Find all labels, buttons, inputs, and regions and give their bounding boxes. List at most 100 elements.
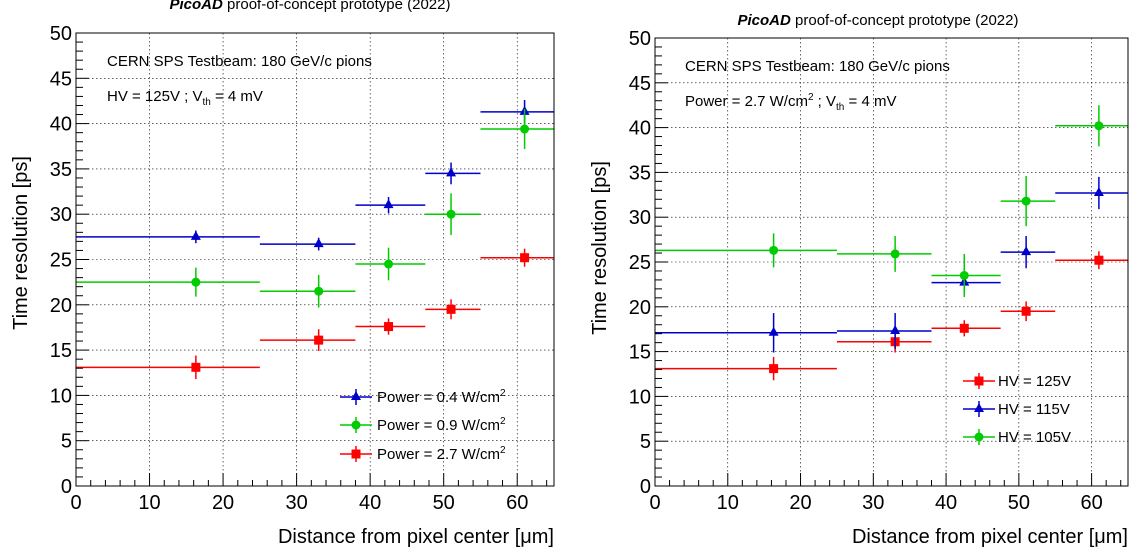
left-legend-square-marker	[351, 449, 361, 459]
right-legend-label-3: HV = 105V	[998, 429, 1071, 446]
right-annotation-vth-sub: th	[836, 102, 844, 113]
left-legend-circle-marker	[351, 420, 361, 430]
right-y-tick-label: 10	[629, 386, 651, 408]
right-annotation-settings: Power = 2.7 W/cm2 ; Vth = 4 mV	[685, 92, 896, 113]
left-title-bold: PicoAD	[170, 0, 224, 13]
right-title-bold: PicoAD	[738, 12, 792, 29]
right-x-tick-label: 20	[789, 492, 811, 514]
left-grid	[76, 33, 554, 486]
left-series-3-point	[384, 322, 394, 332]
left-legend-entry-2: Power = 0.9 W/cm2	[340, 416, 506, 434]
right-legend-circle-marker	[974, 432, 984, 442]
left-x-tick-label: 40	[359, 492, 381, 514]
right-x-tick-labels: 0 10 20 30 40 50 60	[649, 492, 1102, 514]
right-y-tick-label: 40	[629, 118, 651, 140]
right-x-tick-label: 10	[717, 492, 739, 514]
left-series	[76, 100, 554, 380]
left-ticks	[75, 32, 548, 487]
right-legend: HV = 125V HV = 115V HV = 105V	[963, 373, 1071, 446]
left-x-tick-label: 50	[433, 492, 455, 514]
right-series-1-point	[1021, 306, 1031, 316]
right-y-tick-labels: 0 5 10 15 20 25 30 35 40 45 50	[629, 28, 651, 498]
right-x-tick-label: 50	[1008, 492, 1030, 514]
right-y-tick-label: 30	[629, 207, 651, 229]
left-y-tick-label: 40	[50, 114, 72, 136]
left-y-tick-label: 50	[50, 23, 72, 45]
left-y-tick-label: 20	[50, 295, 72, 317]
right-y-tick-label: 15	[629, 342, 651, 364]
right-x-tick-label: 60	[1080, 492, 1102, 514]
left-legend-triangle-marker	[351, 391, 361, 400]
left-x-tick-label: 60	[506, 492, 528, 514]
left-y-axis-title: Time resolution [ps]	[10, 156, 32, 330]
right-series-3-point	[890, 249, 900, 259]
left-legend-label-2: Power = 0.9 W/cm2	[377, 416, 506, 434]
right-legend-triangle-marker	[974, 403, 984, 412]
left-annotation-vth: = 4 mV	[211, 88, 263, 105]
right-ticks	[654, 37, 1122, 487]
right-series-1-point	[1094, 255, 1104, 265]
right-annotation-sep: ; V	[814, 93, 837, 110]
right-title-rest: proof-of-concept prototype (2022)	[791, 12, 1019, 29]
left-annotation-beam: CERN SPS Testbeam: 180 GeV/c pions	[107, 53, 372, 70]
right-grid	[655, 38, 1128, 486]
left-series-2-point	[314, 286, 324, 296]
right-legend-entry-3: HV = 105V	[963, 429, 1071, 446]
left-y-tick-label: 0	[61, 476, 72, 498]
left-x-tick-label: 0	[70, 492, 81, 514]
left-legend-entry-1: Power = 0.4 W/cm2	[340, 388, 506, 406]
right-legend-square-marker	[974, 376, 984, 386]
right-series-2-point	[890, 324, 901, 334]
left-x-tick-label: 10	[138, 492, 160, 514]
left-annotation-vth-sub: th	[202, 97, 210, 108]
right-x-tick-label: 30	[862, 492, 884, 514]
left-series-1-point	[190, 230, 201, 240]
left-y-tick-label: 15	[50, 340, 72, 362]
right-x-tick-label: 40	[935, 492, 957, 514]
right-annotation-power: Power = 2.7 W/cm	[685, 93, 808, 110]
right-y-tick-label: 50	[629, 28, 651, 50]
left-series-1-point	[313, 238, 324, 248]
left-y-tick-labels: 0 5 10 15 20 25 30 35 40 45 50	[50, 23, 72, 498]
right-y-axis-title: Time resolution [ps]	[589, 161, 611, 335]
right-y-tick-label: 45	[629, 73, 651, 95]
left-x-tick-label: 30	[285, 492, 307, 514]
right-y-tick-label: 5	[640, 431, 651, 453]
left-x-tick-labels: 0 10 20 30 40 50 60	[70, 492, 528, 514]
left-series-2-point	[520, 124, 530, 134]
left-series-1-point	[383, 199, 394, 209]
right-x-axis-title: Distance from pixel center [μm]	[852, 526, 1128, 548]
left-legend-entry-3: Power = 2.7 W/cm2	[340, 445, 506, 463]
left-x-axis-title: Distance from pixel center [μm]	[278, 526, 554, 548]
left-legend-label-3: Power = 2.7 W/cm2	[377, 445, 506, 463]
left-y-tick-label: 45	[50, 68, 72, 90]
left-chart: 0 10 20 30 40 50 60 0 5 10 15 20 25 30 35 40 45 50 PicoA…	[10, 0, 555, 548]
left-legend: Power = 0.4 W/cm2 Power = 0.9 W/cm2 Powe…	[340, 388, 506, 463]
left-annotation-hv: HV = 125V ; V	[107, 88, 202, 105]
right-series-2-point	[768, 326, 779, 336]
right-series-3-point	[959, 270, 969, 280]
left-x-tick-label: 20	[212, 492, 234, 514]
left-title-rest: proof-of-concept prototype (2022)	[223, 0, 451, 13]
right-legend-label-2: HV = 115V	[998, 401, 1070, 418]
right-chart: 0 10 20 30 40 50 60 0 5 10 15 20 25 30 35 40 45 50 PicoA…	[589, 12, 1129, 548]
right-series-3-point	[1021, 196, 1031, 206]
right-series-1-point	[959, 323, 969, 333]
left-y-tick-label: 25	[50, 250, 72, 272]
left-series-1-point	[446, 167, 457, 177]
right-series	[655, 105, 1128, 381]
right-series-3-point	[1094, 121, 1104, 131]
left-title: PicoAD proof-of-concept prototype (2022)	[170, 0, 451, 13]
right-y-tick-label: 35	[629, 162, 651, 184]
right-series-2-point	[1021, 246, 1032, 256]
left-y-tick-label: 35	[50, 159, 72, 181]
left-series-2-point	[191, 277, 201, 287]
right-y-tick-label: 0	[640, 476, 651, 498]
right-series-2-point	[1093, 187, 1104, 197]
right-title: PicoAD proof-of-concept prototype (2022)	[738, 12, 1019, 29]
right-y-tick-label: 25	[629, 252, 651, 274]
left-series-2-point	[446, 209, 456, 219]
right-series-3-point	[769, 245, 779, 255]
left-y-tick-label: 10	[50, 385, 72, 407]
